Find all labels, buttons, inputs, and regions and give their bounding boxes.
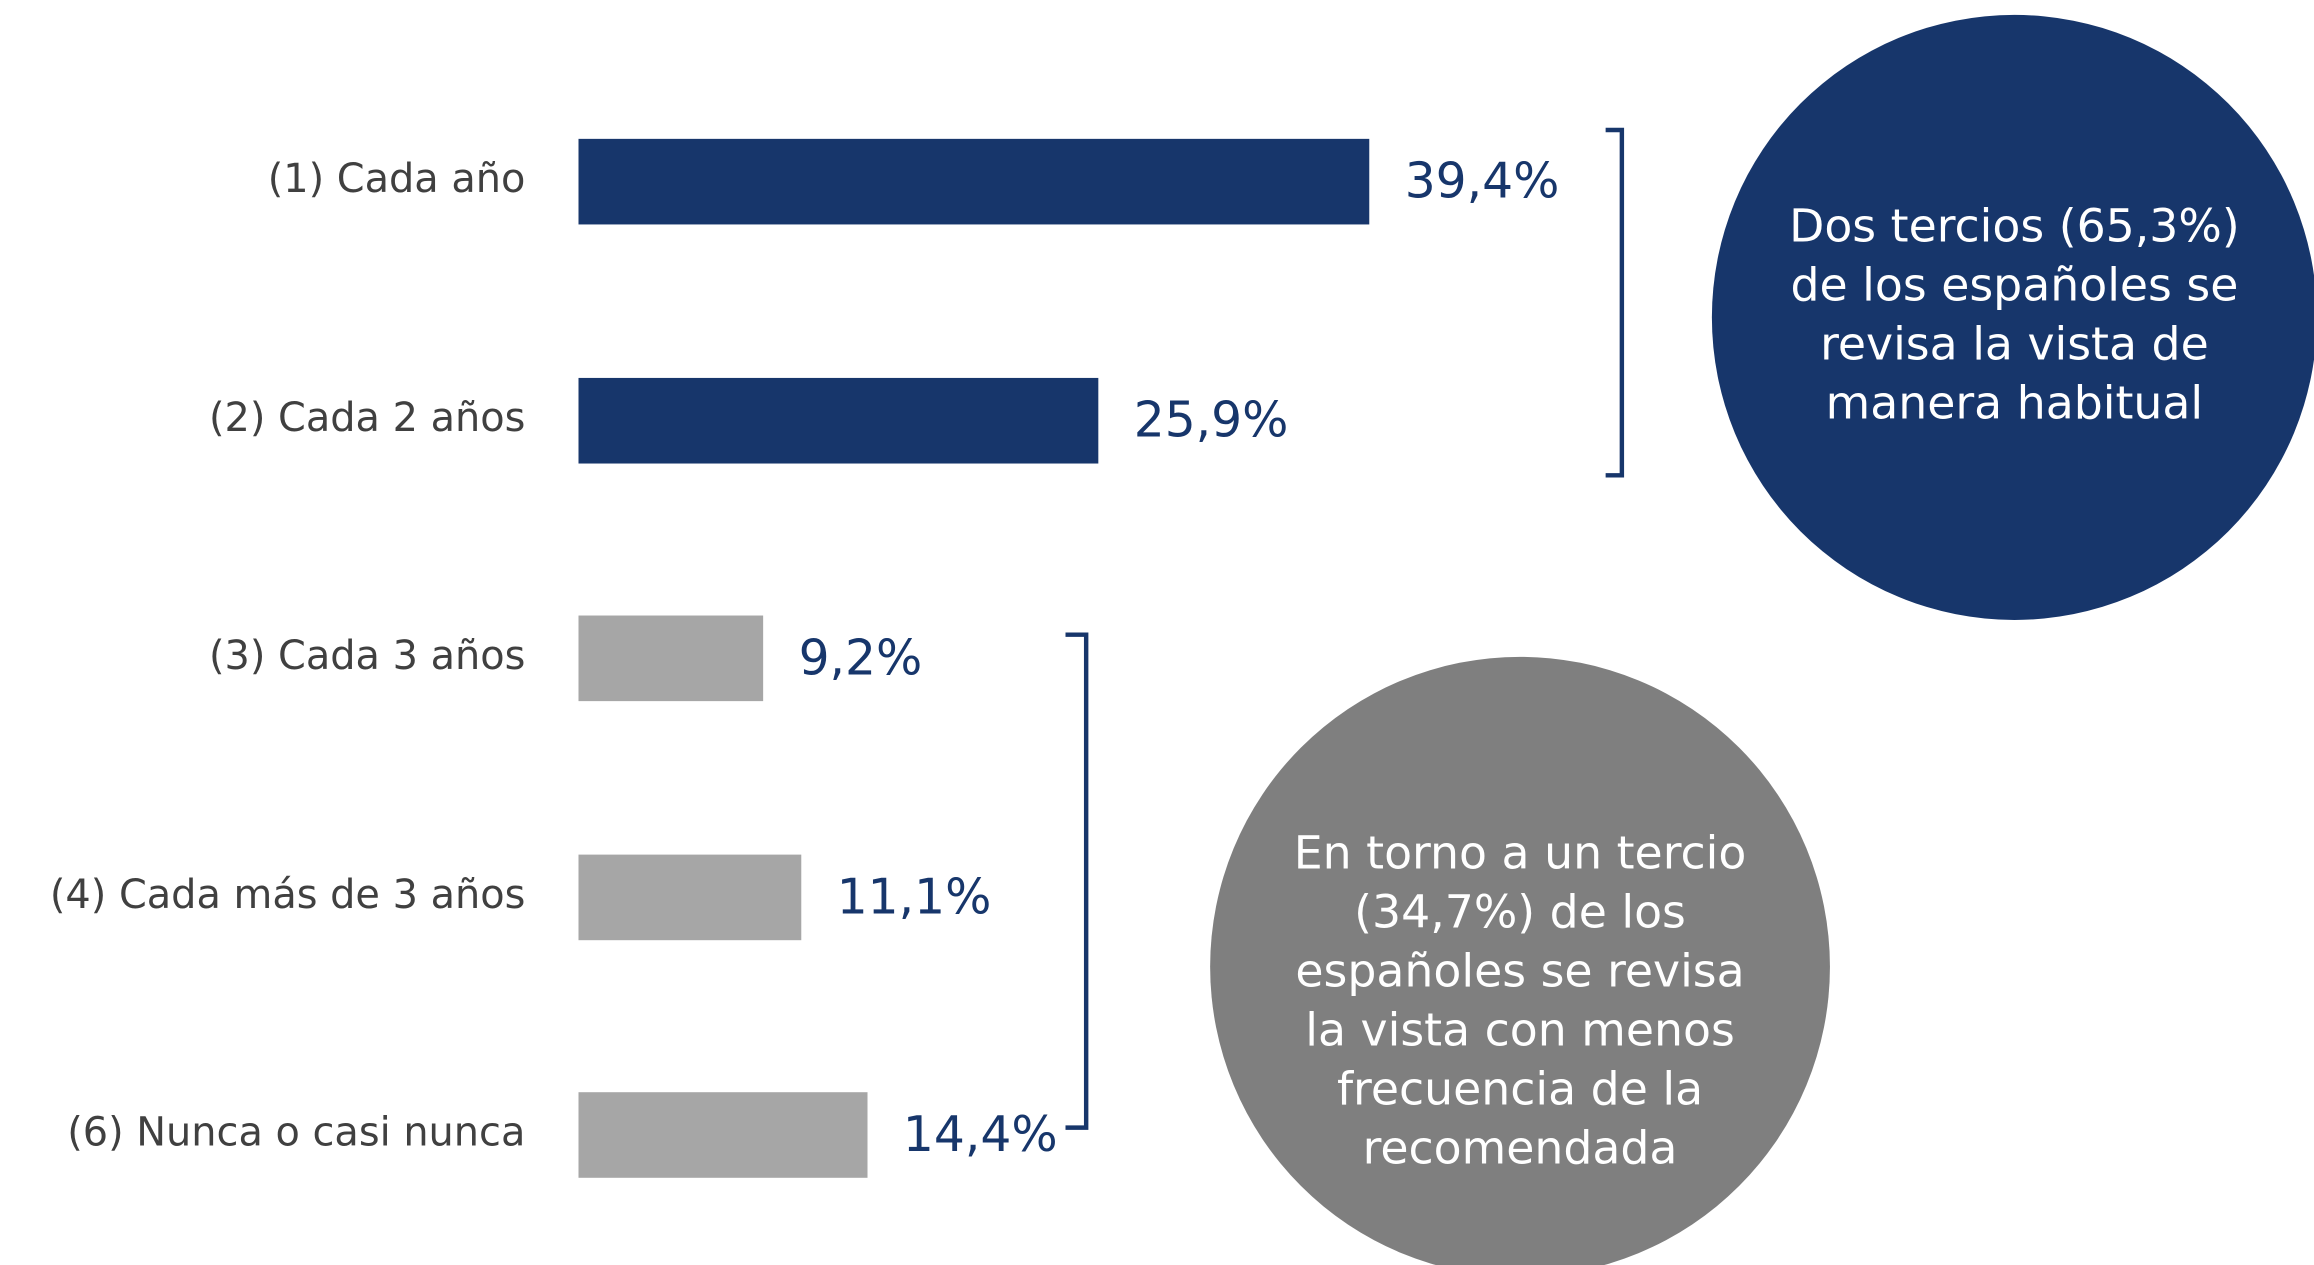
bar — [578, 377, 1099, 464]
bar — [578, 1092, 868, 1178]
annotation-text: revisa la vista de — [1820, 317, 2209, 370]
category-label: (4) Cada más de 3 años — [50, 872, 525, 918]
annotation-text: españoles se revisa — [1295, 945, 1744, 998]
annotation-text: Dos tercios (65,3%) — [1789, 199, 2240, 252]
annotation-circle — [1711, 14, 2314, 620]
category-label: (2) Cada 2 años — [209, 395, 525, 441]
bracket — [1065, 632, 1089, 1130]
category-label: (3) Cada 3 años — [209, 633, 525, 679]
annotation-text: recomendada — [1363, 1122, 1678, 1175]
value-label: 9,2% — [799, 630, 923, 686]
annotation-circle — [1210, 656, 1830, 1265]
category-label: (1) Cada año — [268, 156, 526, 202]
category-label: (6) Nunca o casi nunca — [67, 1109, 525, 1155]
bar — [578, 138, 1370, 225]
value-label: 39,4% — [1405, 154, 1560, 210]
annotation-text: manera habitual — [1826, 376, 2203, 429]
annotation-text: de los españoles se — [1790, 258, 2238, 311]
annotation-text: En torno a un tercio — [1294, 827, 1747, 880]
annotation-text: la vista con menos — [1305, 1004, 1734, 1057]
value-label: 11,1% — [837, 869, 992, 925]
annotation-text: frecuencia de la — [1337, 1063, 1703, 1116]
value-label: 14,4% — [903, 1107, 1058, 1163]
annotation-text: (34,7%) de los — [1354, 886, 1686, 939]
value-label: 25,9% — [1134, 393, 1289, 449]
bar — [578, 615, 764, 702]
bracket — [1605, 127, 1625, 478]
bar — [578, 854, 802, 941]
